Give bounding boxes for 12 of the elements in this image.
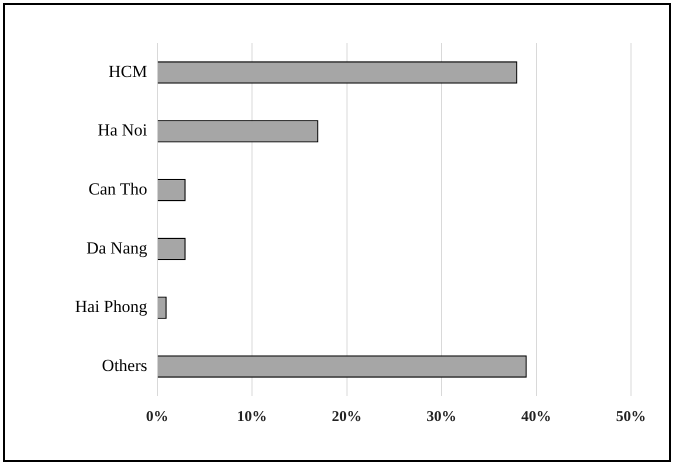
y-tick-label: Hai Phong	[75, 297, 148, 316]
x-tick-label: 40%	[521, 408, 552, 425]
x-tick-label: 50%	[616, 408, 646, 425]
x-tick-label: 30%	[426, 408, 456, 425]
y-tick-label: HCM	[108, 62, 148, 81]
x-tick-label: 0%	[146, 408, 168, 425]
y-tick-label: Da Nang	[86, 238, 148, 258]
x-tick-label: 10%	[237, 408, 267, 425]
y-tick-label: Ha Noi	[98, 120, 148, 140]
y-tick-label: Others	[102, 356, 148, 376]
y-tick-label: Can Tho	[88, 180, 148, 199]
x-tick-label: 20%	[332, 408, 362, 425]
